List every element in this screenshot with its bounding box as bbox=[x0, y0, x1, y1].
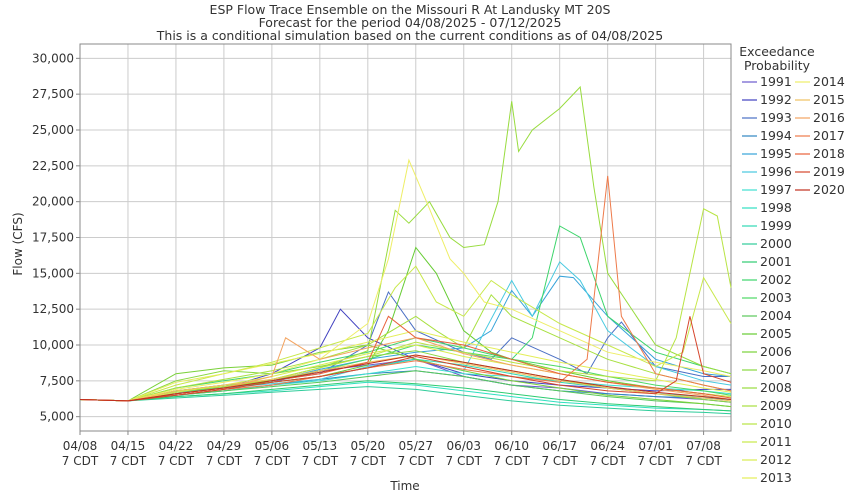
y-tick-label: 20,000 bbox=[32, 195, 74, 209]
legend-label-2019: 2019 bbox=[813, 164, 845, 179]
chart-title: ESP Flow Trace Ensemble on the Missouri … bbox=[210, 2, 611, 17]
y-tick-label: 17,500 bbox=[32, 231, 74, 245]
x-tick-label-date: 07/08 bbox=[686, 439, 721, 453]
legend-label-2017: 2017 bbox=[813, 128, 845, 143]
x-tick-label-time: 7 CDT bbox=[541, 454, 578, 468]
y-tick-label: 25,000 bbox=[32, 123, 74, 137]
legend-title-1: Exceedance bbox=[739, 44, 815, 59]
x-tick-label-date: 04/29 bbox=[207, 439, 242, 453]
x-tick-label-date: 06/24 bbox=[590, 439, 625, 453]
y-axis-label: Flow (CFS) bbox=[11, 212, 25, 275]
y-tick-label: 15,000 bbox=[32, 266, 74, 280]
y-axis-ticks: 5,000 7,500 10,000 12,500 15,000 17,500 20,000… bbox=[32, 51, 80, 424]
chart-subtitle: Forecast for the period 04/08/2025 - 07/… bbox=[259, 15, 562, 30]
x-tick-label-time: 7 CDT bbox=[206, 454, 243, 468]
legend-label-1991: 1991 bbox=[760, 74, 792, 89]
legend-label-2006: 2006 bbox=[760, 344, 792, 359]
series-line-2020 bbox=[79, 354, 732, 402]
legend-label-2020: 2020 bbox=[813, 182, 845, 197]
x-tick-label-date: 04/22 bbox=[159, 439, 194, 453]
legend-label-2014: 2014 bbox=[813, 74, 845, 89]
x-tick-label-date: 06/10 bbox=[494, 439, 529, 453]
x-tick-label-time: 7 CDT bbox=[110, 454, 147, 468]
legend-label-2011: 2011 bbox=[760, 434, 792, 449]
legend: 1991 1992 1993 1994 1995 1996 1997 1998 1999 2000… bbox=[742, 74, 845, 485]
series-line-2009 bbox=[79, 293, 732, 402]
legend-label-2000: 2000 bbox=[760, 236, 792, 251]
legend-label-1994: 1994 bbox=[760, 128, 792, 143]
x-tick-label-time: 7 CDT bbox=[254, 454, 291, 468]
y-tick-label: 10,000 bbox=[32, 338, 74, 352]
x-tick-label-date: 06/03 bbox=[446, 439, 481, 453]
x-tick-label-date: 04/15 bbox=[111, 439, 146, 453]
x-tick-label-time: 7 CDT bbox=[637, 454, 674, 468]
series-line-2005 bbox=[79, 246, 732, 402]
x-tick-label-time: 7 CDT bbox=[158, 454, 195, 468]
legend-label-2008: 2008 bbox=[760, 380, 792, 395]
series-line-2014 bbox=[79, 158, 732, 402]
legend-label-1999: 1999 bbox=[760, 218, 792, 233]
x-tick-label-time: 7 CDT bbox=[589, 454, 626, 468]
legend-label-2012: 2012 bbox=[760, 452, 792, 467]
y-tick-label: 12,500 bbox=[32, 302, 74, 316]
series-line-2000 bbox=[79, 386, 732, 415]
x-tick-label-time: 7 CDT bbox=[685, 454, 722, 468]
legend-label-2016: 2016 bbox=[813, 110, 845, 125]
legend-label-2002: 2002 bbox=[760, 272, 792, 287]
series-line-2002 bbox=[79, 225, 732, 402]
legend-label-2005: 2005 bbox=[760, 326, 792, 341]
legend-label-2013: 2013 bbox=[760, 470, 792, 485]
y-tick-label: 30,000 bbox=[32, 51, 74, 65]
legend-label-2015: 2015 bbox=[813, 92, 845, 107]
legend-label-2007: 2007 bbox=[760, 362, 792, 377]
legend-label-1998: 1998 bbox=[760, 200, 792, 215]
legend-title-2: Probability bbox=[744, 58, 811, 73]
legend-label-1993: 1993 bbox=[760, 110, 792, 125]
legend-label-2001: 2001 bbox=[760, 254, 792, 269]
x-tick-label-date: 06/17 bbox=[542, 439, 577, 453]
lines-layer bbox=[79, 85, 732, 415]
x-tick-label-time: 7 CDT bbox=[446, 454, 483, 468]
legend-label-2003: 2003 bbox=[760, 290, 792, 305]
y-tick-label: 5,000 bbox=[40, 410, 74, 424]
x-tick-label-time: 7 CDT bbox=[302, 454, 339, 468]
chart-subtitle-2: This is a conditional simulation based o… bbox=[156, 28, 663, 43]
series-line-2010 bbox=[79, 208, 732, 402]
y-tick-label: 22,500 bbox=[32, 159, 74, 173]
grid-layer bbox=[79, 44, 731, 431]
x-tick-label-date: 07/01 bbox=[638, 439, 673, 453]
series-line-2019 bbox=[79, 316, 732, 402]
legend-label-1992: 1992 bbox=[760, 92, 792, 107]
legend-label-2009: 2009 bbox=[760, 398, 792, 413]
x-axis-label: Time bbox=[389, 479, 419, 493]
legend-label-2004: 2004 bbox=[760, 308, 792, 323]
x-tick-label-time: 7 CDT bbox=[398, 454, 435, 468]
series-line-2006 bbox=[79, 344, 732, 408]
legend-label-2010: 2010 bbox=[760, 416, 792, 431]
series-line-2001 bbox=[79, 380, 732, 412]
series-line-2013 bbox=[79, 330, 732, 402]
legend-label-1997: 1997 bbox=[760, 182, 792, 197]
legend-label-1996: 1996 bbox=[760, 164, 792, 179]
x-tick-label-date: 04/08 bbox=[63, 439, 98, 453]
x-tick-label-time: 7 CDT bbox=[62, 454, 99, 468]
x-tick-label-date: 05/13 bbox=[303, 439, 338, 453]
x-tick-label-date: 05/20 bbox=[351, 439, 386, 453]
x-tick-label-time: 7 CDT bbox=[350, 454, 387, 468]
legend-label-2018: 2018 bbox=[813, 146, 845, 161]
y-tick-label: 27,500 bbox=[32, 87, 74, 101]
legend-label-1995: 1995 bbox=[760, 146, 792, 161]
y-tick-label: 7,500 bbox=[40, 374, 74, 388]
x-tick-label-time: 7 CDT bbox=[494, 454, 531, 468]
x-tick-label-date: 05/06 bbox=[255, 439, 290, 453]
x-tick-label-date: 05/27 bbox=[398, 439, 433, 453]
